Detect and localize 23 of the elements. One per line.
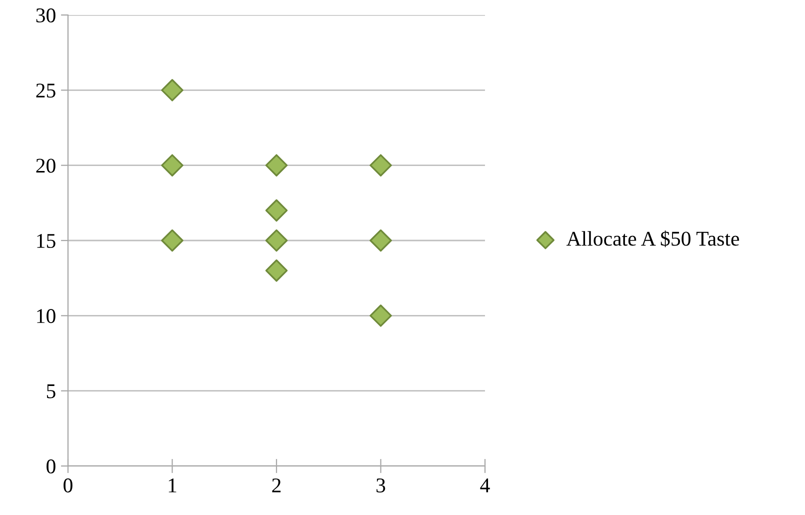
point xyxy=(370,304,392,327)
point xyxy=(265,259,288,282)
legend-label: Allocate A $50 Taste xyxy=(566,230,740,248)
point xyxy=(265,229,288,252)
y-tick-label: 30 xyxy=(36,8,56,22)
point xyxy=(161,154,184,176)
y-tick-label: 5 xyxy=(46,384,56,398)
x-tick-label: 1 xyxy=(168,478,176,492)
y-tick-label: 25 xyxy=(36,84,56,98)
x-tick-label: 3 xyxy=(376,478,386,492)
y-tick-label: 15 xyxy=(37,234,56,248)
x-tick-label: 4 xyxy=(480,478,490,492)
point xyxy=(161,79,184,102)
point xyxy=(370,229,392,252)
point xyxy=(265,154,288,176)
point xyxy=(161,229,184,252)
y-tick-label: 10 xyxy=(37,309,56,324)
point xyxy=(370,154,392,176)
x-tick-label: 2 xyxy=(272,478,281,492)
y-tick-label: 0 xyxy=(46,459,56,474)
x-tick-label: 0 xyxy=(64,478,72,492)
point xyxy=(265,199,288,222)
y-tick-label: 20 xyxy=(36,158,56,173)
